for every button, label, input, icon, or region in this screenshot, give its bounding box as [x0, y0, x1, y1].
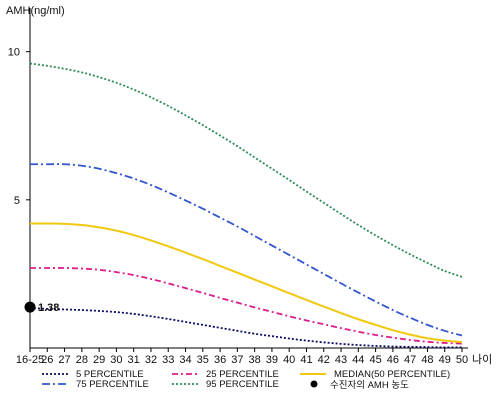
y-axis-title: AMH(ng/ml) [6, 5, 65, 17]
x-tick-label: 30 [110, 354, 122, 366]
x-tick-label: 48 [421, 354, 433, 366]
legend-label-5-percentile: 5 PERCENTILE [76, 369, 144, 380]
legend-label-25-percentile: 25 PERCENTILE [206, 369, 279, 380]
x-tick-label: 37 [231, 354, 243, 366]
x-tick-label: 28 [76, 354, 88, 366]
axes: AMH(ng/ml) 나이 [6, 5, 492, 366]
legend-label-75-percentile: 75 PERCENTILE [76, 379, 149, 390]
x-tick-label: 27 [58, 354, 70, 366]
legend-label-median-50-percentile: MEDIAN(50 PERCENTILE) [334, 369, 450, 380]
x-tick-label: 50 [456, 354, 468, 366]
x-tick-label: 39 [266, 354, 278, 366]
y-tick-label: 10 [8, 47, 20, 59]
x-tick-label: 44 [352, 354, 364, 366]
patient-amh-point [24, 301, 36, 313]
legend-label-patient-amh: 수진자의 AMH 농도 [330, 380, 409, 391]
x-tick-label: 35 [197, 354, 209, 366]
y-tick-label: 5 [14, 195, 20, 207]
x-tick-label: 26 [41, 354, 53, 366]
x-tick-label: 49 [439, 354, 451, 366]
x-tick-label: 32 [145, 354, 157, 366]
legend-swatch-patient-amh [310, 380, 318, 388]
series-lines [29, 62, 463, 349]
series-line-75-percentile [30, 163, 463, 337]
patient-marker: 1.38 [24, 301, 59, 314]
x-axis-title: 나이 [472, 353, 492, 366]
x-tick-label: 42 [318, 354, 330, 366]
x-tick-label: 45 [369, 354, 381, 366]
y-ticks: 5 10 [8, 47, 30, 207]
x-tick-label: 38 [249, 354, 261, 366]
x-tick-label: 43 [335, 354, 347, 366]
x-tick-label: 29 [93, 354, 105, 366]
series-line-95-percentile [29, 62, 463, 278]
patient-amh-value-label: 1.38 [38, 302, 59, 314]
x-tick-label: 36 [214, 354, 226, 366]
series-line-5-percentile [29, 307, 463, 349]
x-tick-label: 31 [128, 354, 140, 366]
x-tick-label: 33 [162, 354, 174, 366]
legend: 5 PERCENTILE 25 PERCENTILE MEDIAN(50 PERCE… [42, 369, 450, 391]
x-tick-label: 46 [387, 354, 399, 366]
x-tick-label: 34 [179, 354, 191, 366]
x-tick-label: 41 [300, 354, 312, 366]
legend-label-95-percentile: 95 PERCENTILE [206, 379, 279, 390]
x-tick-label: 47 [404, 354, 416, 366]
x-tick-label: 16-25 [16, 354, 44, 366]
series-line-25-percentile [30, 267, 463, 345]
series-line-median-50-percentile [29, 222, 463, 344]
x-tick-label: 40 [283, 354, 295, 366]
